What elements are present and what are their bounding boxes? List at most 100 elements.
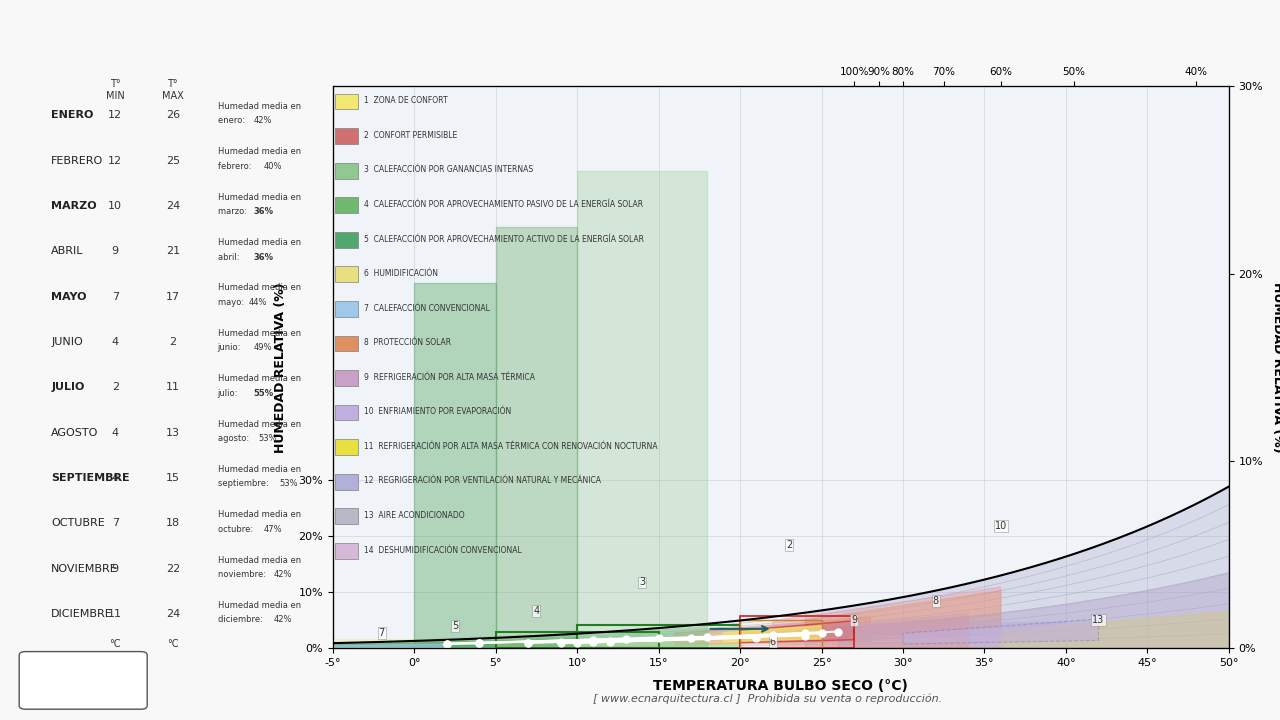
Text: JULIO: JULIO (51, 382, 84, 392)
Text: julio:: julio: (218, 389, 241, 397)
Text: 1  ZONA DE CONFORT: 1 ZONA DE CONFORT (364, 96, 447, 105)
Text: 2: 2 (786, 540, 792, 550)
Text: Humedad media en: Humedad media en (218, 148, 301, 156)
Text: Humedad media en: Humedad media en (218, 374, 301, 383)
Text: Humedad media en: Humedad media en (218, 601, 301, 610)
Polygon shape (333, 638, 577, 648)
Text: 13: 13 (166, 428, 179, 438)
Text: 22: 22 (165, 564, 180, 574)
Text: 13  AIRE ACONDICIONADO: 13 AIRE ACONDICIONADO (364, 511, 465, 520)
Text: 3  CALEFACCIÓN POR GANANCIAS INTERNAS: 3 CALEFACCIÓN POR GANANCIAS INTERNAS (364, 166, 532, 174)
Text: T°
MIN: T° MIN (106, 79, 124, 101)
Text: abril:: abril: (218, 253, 242, 261)
Text: 11: 11 (166, 382, 179, 392)
Text: MARZO: MARZO (51, 201, 97, 211)
Text: JUNIO: JUNIO (51, 337, 83, 347)
Text: 2: 2 (111, 382, 119, 392)
Text: 26: 26 (165, 110, 180, 120)
Text: 3: 3 (639, 577, 645, 588)
Text: 8  PROTECCIÓN SOLAR: 8 PROTECCIÓN SOLAR (364, 338, 451, 347)
Text: enero:: enero: (218, 117, 247, 125)
Text: Humedad media en: Humedad media en (218, 329, 301, 338)
Polygon shape (740, 621, 854, 643)
Text: 14  DESHUMIDIFICACIÓN CONVENCIONAL: 14 DESHUMIDIFICACIÓN CONVENCIONAL (364, 546, 521, 554)
Text: 36%: 36% (253, 207, 274, 216)
Text: 18: 18 (165, 518, 180, 528)
Text: 9  REFRIGERACIÓN POR ALTA MASA TÉRMICA: 9 REFRIGERACIÓN POR ALTA MASA TÉRMICA (364, 373, 535, 382)
Text: Humedad media en: Humedad media en (218, 238, 301, 247)
Text: 36%: 36% (253, 253, 274, 261)
Text: noviembre:: noviembre: (218, 570, 269, 579)
Text: 40%: 40% (264, 162, 282, 171)
Text: Humedad media en: Humedad media en (218, 420, 301, 428)
Text: 10: 10 (109, 201, 122, 211)
Text: 12  REGRIGERACIÓN POR VENTILACIÓN NATURAL Y MECÁNICA: 12 REGRIGERACIÓN POR VENTILACIÓN NATURAL… (364, 477, 600, 485)
Text: °C: °C (168, 639, 178, 649)
Text: FEBRERO: FEBRERO (51, 156, 104, 166)
Bar (740, 616, 854, 648)
Polygon shape (773, 622, 1066, 636)
Text: 8: 8 (933, 596, 938, 606)
Text: ENERO: ENERO (51, 110, 93, 120)
Text: 7  CALEFACCIÓN CONVENCIONAL: 7 CALEFACCIÓN CONVENCIONAL (364, 304, 489, 312)
Text: 49%: 49% (253, 343, 271, 352)
Y-axis label: HUMEDAD RELATIVA (%): HUMEDAD RELATIVA (%) (1271, 282, 1280, 452)
Text: 5  CALEFACCIÓN POR APROVECHAMIENTO ACTIVO DE LA ENERGÍA SOLAR: 5 CALEFACCIÓN POR APROVECHAMIENTO ACTIVO… (364, 235, 644, 243)
Text: marzo:: marzo: (218, 207, 250, 216)
Text: Humedad media en: Humedad media en (218, 102, 301, 111)
Text: SEPTIEMBRE: SEPTIEMBRE (51, 473, 129, 483)
Bar (415, 283, 495, 648)
Polygon shape (708, 624, 838, 643)
Polygon shape (675, 617, 870, 645)
Text: 4: 4 (111, 473, 119, 483)
Text: 7: 7 (111, 518, 119, 528)
Bar (495, 631, 659, 648)
Text: OCTUBRE: OCTUBRE (51, 518, 105, 528)
Text: 6: 6 (769, 637, 776, 647)
Polygon shape (902, 619, 1098, 644)
Polygon shape (333, 628, 708, 644)
Bar (740, 620, 822, 648)
X-axis label: TEMPERATURA BULBO SECO (°C): TEMPERATURA BULBO SECO (°C) (653, 679, 909, 693)
Text: Humedad media en: Humedad media en (218, 193, 301, 202)
Polygon shape (723, 626, 822, 642)
Polygon shape (805, 487, 1229, 648)
Text: febrero:: febrero: (218, 162, 253, 171)
Y-axis label: HUMEDAD RELATIVA (%): HUMEDAD RELATIVA (%) (274, 282, 287, 452)
Text: MAYO: MAYO (51, 292, 87, 302)
Text: 13: 13 (1092, 615, 1105, 625)
Polygon shape (805, 613, 968, 641)
Text: 7: 7 (379, 628, 385, 638)
Text: 2  CONFORT PERMISIBLE: 2 CONFORT PERMISIBLE (364, 131, 457, 140)
Polygon shape (773, 616, 968, 648)
Text: 9: 9 (111, 246, 119, 256)
Polygon shape (1001, 611, 1229, 648)
Text: Humedad media en: Humedad media en (218, 510, 301, 519)
Bar (577, 625, 740, 648)
Text: mayo:: mayo: (218, 298, 246, 307)
Text: agosto:: agosto: (218, 434, 251, 443)
Text: NOVIEMBRE: NOVIEMBRE (51, 564, 118, 574)
Text: 4: 4 (534, 606, 539, 616)
Text: 6  HUMIDIFICACIÓN: 6 HUMIDIFICACIÓN (364, 269, 438, 278)
Text: octubre:: octubre: (218, 525, 255, 534)
Text: 53%: 53% (259, 434, 278, 443)
Polygon shape (333, 629, 708, 648)
Text: junio:: junio: (218, 343, 243, 352)
Text: 42%: 42% (253, 117, 271, 125)
Polygon shape (333, 639, 740, 648)
Text: 2: 2 (169, 337, 177, 347)
Text: 9: 9 (111, 564, 119, 574)
Text: 47%: 47% (264, 525, 283, 534)
Polygon shape (805, 590, 1001, 638)
Text: 4  CALEFACCIÓN POR APROVECHAMIENTO PASIVO DE LA ENERGÍA SOLAR: 4 CALEFACCIÓN POR APROVECHAMIENTO PASIVO… (364, 200, 643, 209)
Bar (495, 227, 577, 648)
Text: 5: 5 (452, 621, 458, 631)
Text: 24: 24 (165, 201, 180, 211)
Text: 55%: 55% (253, 389, 274, 397)
Polygon shape (333, 644, 447, 648)
Text: 10: 10 (995, 521, 1007, 531)
Text: 7: 7 (111, 292, 119, 302)
Text: 53%: 53% (279, 480, 298, 488)
Text: 11  REFRIGERACIÓN POR ALTA MASA TÉRMICA CON RENOVACIÓN NOCTURNA: 11 REFRIGERACIÓN POR ALTA MASA TÉRMICA C… (364, 442, 657, 451)
